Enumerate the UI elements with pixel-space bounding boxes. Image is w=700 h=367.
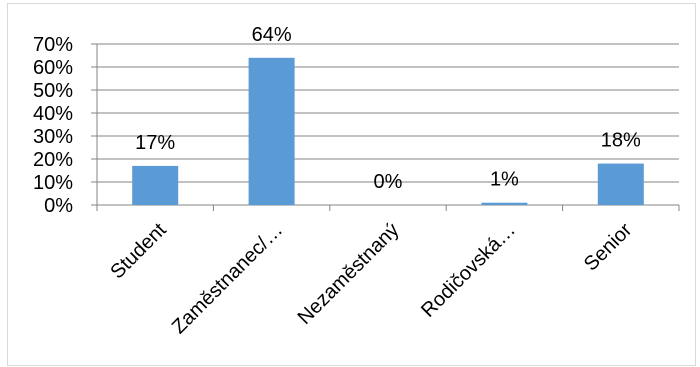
data-label: 17% bbox=[135, 132, 175, 154]
chart-border bbox=[7, 3, 696, 366]
y-tick-label: 20% bbox=[33, 149, 73, 171]
y-tick-label: 40% bbox=[33, 103, 73, 125]
data-label: 1% bbox=[490, 169, 519, 191]
data-label: 0% bbox=[374, 171, 403, 193]
bar bbox=[597, 163, 644, 205]
y-tick-label: 10% bbox=[33, 172, 73, 194]
data-label: 18% bbox=[601, 130, 641, 152]
bar bbox=[132, 165, 179, 205]
y-tick-label: 60% bbox=[33, 57, 73, 79]
y-tick-label: 30% bbox=[33, 126, 73, 148]
bar bbox=[248, 57, 295, 205]
y-tick-label: 70% bbox=[33, 34, 73, 56]
y-tick-label: 0% bbox=[44, 195, 73, 217]
y-tick-label: 50% bbox=[33, 80, 73, 102]
bar bbox=[481, 202, 528, 205]
data-label: 64% bbox=[252, 24, 292, 46]
